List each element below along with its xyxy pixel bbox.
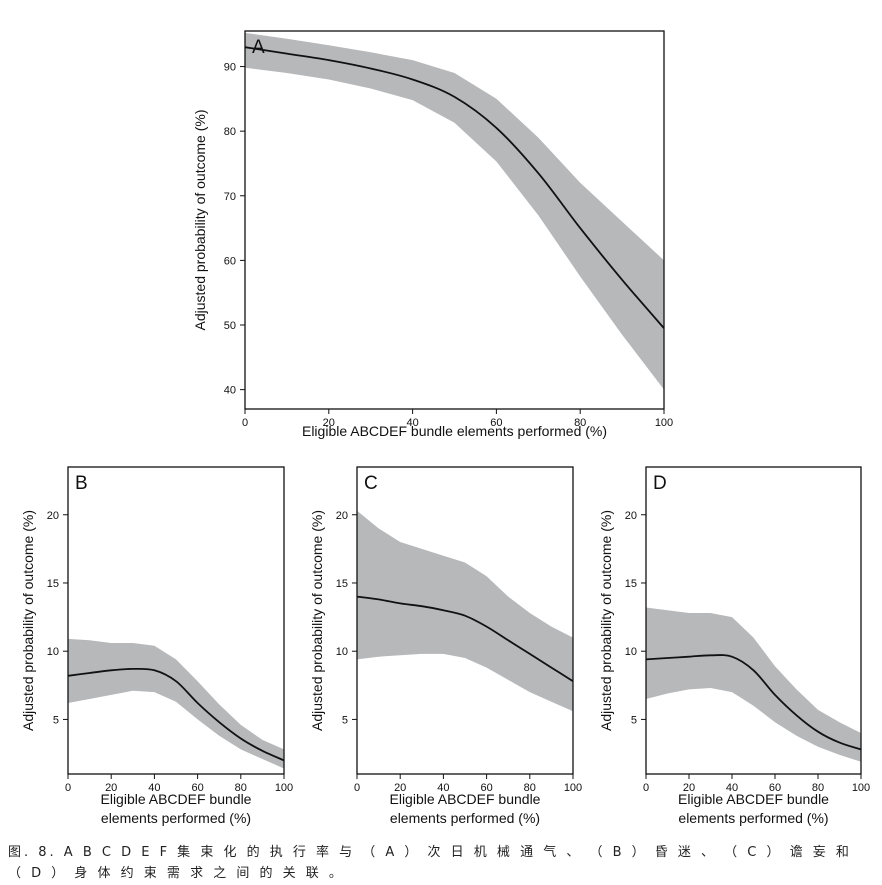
x-tick-label: 80: [235, 782, 247, 794]
y-tick-label: 40: [224, 385, 236, 397]
x-tick-label: 40: [406, 417, 418, 429]
y-tick-label: 10: [47, 646, 59, 658]
y-tick-label: 70: [224, 191, 236, 203]
x-axis-title: Eligible ABCDEF bundle: [101, 791, 252, 807]
y-tick-label: 10: [336, 646, 348, 658]
x-axis-title: Eligible ABCDEF bundle: [678, 791, 829, 807]
x-tick-label: 0: [354, 782, 360, 794]
y-tick-label: 50: [224, 320, 236, 332]
x-tick-label: 80: [524, 782, 536, 794]
x-tick-label: 0: [242, 417, 248, 429]
x-tick-label: 60: [490, 417, 502, 429]
y-axis-title: Adjusted probability of outcome (%): [309, 510, 325, 731]
y-axis-title: Adjusted probability of outcome (%): [20, 510, 36, 731]
x-axis-title: elements performed (%): [678, 810, 828, 826]
confidence-band: [245, 32, 664, 390]
x-tick-label: 60: [191, 782, 203, 794]
figure-caption: 图. 8. A B C D E F 集 束 化 的 执 行 率 与 （ A ） …: [8, 845, 852, 881]
x-axis-title: Eligible ABCDEF bundle elements performe…: [302, 423, 607, 439]
y-tick-label: 5: [631, 714, 637, 726]
chart-panel-c: 0 20 40 60 80 100 5 10 15 20 C Eligible ABCDEF bund…: [309, 466, 582, 826]
y-tick-label: 90: [224, 62, 236, 74]
y-axis-title: Adjusted probability of outcome (%): [598, 510, 614, 731]
y-tick-label: 5: [53, 714, 59, 726]
estimate-line: [67, 667, 285, 762]
chart-panel-d: 0 20 40 60 80 100 5 10 15 20 D Eligible ABCDEF bund…: [598, 466, 870, 826]
chart-panel-b: 0 20 40 60 80 100 5 10 15 20 B Eligible ABCDEF bund…: [20, 466, 293, 826]
panel-letter: D: [653, 473, 667, 494]
plot-frame: [356, 466, 574, 775]
x-tick-label: 20: [394, 782, 406, 794]
y-tick-label: 15: [336, 578, 348, 590]
x-tick-label: 40: [437, 782, 449, 794]
x-tick-label: 100: [275, 782, 293, 794]
x-tick-label: 100: [852, 782, 870, 794]
y-tick-label: 10: [625, 646, 637, 658]
x-tick-label: 0: [65, 782, 71, 794]
x-axis-title: elements performed (%): [390, 810, 540, 826]
y-tick-label: 15: [47, 578, 59, 590]
panel-letter: B: [75, 473, 88, 494]
chart-panel-a: 0 20 40 60 80 100 40 50 60 70 80 90 A Eligible ABCDEF…: [192, 30, 673, 439]
x-tick-label: 20: [105, 782, 117, 794]
y-tick-label: 20: [336, 510, 348, 522]
x-tick-label: 100: [564, 782, 582, 794]
x-tick-label: 0: [643, 782, 649, 794]
plot-frame: [645, 466, 862, 775]
x-tick-label: 100: [655, 417, 673, 429]
x-axis-title: elements performed (%): [101, 810, 251, 826]
panel-letter: C: [364, 473, 378, 494]
y-axis-title: Adjusted probability of outcome (%): [192, 110, 208, 331]
y-tick-label: 20: [625, 510, 637, 522]
x-tick-label: 60: [480, 782, 492, 794]
x-tick-label: 40: [726, 782, 738, 794]
y-tick-label: 60: [224, 255, 236, 267]
y-tick-label: 5: [342, 714, 348, 726]
y-tick-label: 15: [625, 578, 637, 590]
confidence-band: [357, 510, 573, 712]
y-tick-label: 20: [47, 510, 59, 522]
estimate-line: [244, 46, 665, 329]
confidence-band: [68, 638, 284, 769]
x-tick-label: 60: [769, 782, 781, 794]
estimate-line: [356, 595, 574, 682]
x-tick-label: 80: [574, 417, 586, 429]
x-axis-title: Eligible ABCDEF bundle: [390, 791, 541, 807]
x-tick-label: 20: [323, 417, 335, 429]
estimate-line: [645, 654, 862, 751]
plot-frame: [244, 30, 665, 410]
x-tick-label: 40: [148, 782, 160, 794]
x-tick-label: 20: [683, 782, 695, 794]
x-tick-label: 80: [812, 782, 824, 794]
y-tick-label: 80: [224, 126, 236, 138]
panel-letter: A: [252, 37, 265, 58]
plot-frame: [67, 466, 285, 775]
